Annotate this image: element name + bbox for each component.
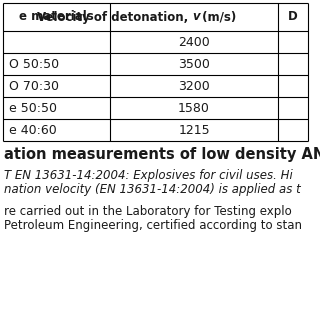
Text: Velocity of detonation,: Velocity of detonation, (36, 11, 192, 23)
Text: ation measurements of low density ANFO: ation measurements of low density ANFO (4, 148, 320, 163)
Text: 3200: 3200 (178, 79, 210, 92)
Text: O 70:30: O 70:30 (9, 79, 59, 92)
Text: e 50:50: e 50:50 (9, 101, 57, 115)
Text: v: v (192, 11, 200, 23)
Text: re carried out in the Laboratory for Testing explo: re carried out in the Laboratory for Tes… (4, 204, 292, 218)
Text: 2400: 2400 (178, 36, 210, 49)
Text: Petroleum Engineering, certified according to stan: Petroleum Engineering, certified accordi… (4, 219, 302, 231)
Text: O 50:50: O 50:50 (9, 58, 59, 70)
Text: e materials: e materials (19, 11, 94, 23)
Text: nation velocity (EN 13631-14:2004) is applied as t: nation velocity (EN 13631-14:2004) is ap… (4, 182, 301, 196)
Text: D: D (288, 11, 298, 23)
Text: 1580: 1580 (178, 101, 210, 115)
Text: (m/s): (m/s) (197, 11, 236, 23)
Text: T EN 13631-14:2004: Explosives for civil uses. Hi: T EN 13631-14:2004: Explosives for civil… (4, 169, 293, 181)
Text: 3500: 3500 (178, 58, 210, 70)
Text: e 40:60: e 40:60 (9, 124, 57, 137)
Text: 1215: 1215 (178, 124, 210, 137)
